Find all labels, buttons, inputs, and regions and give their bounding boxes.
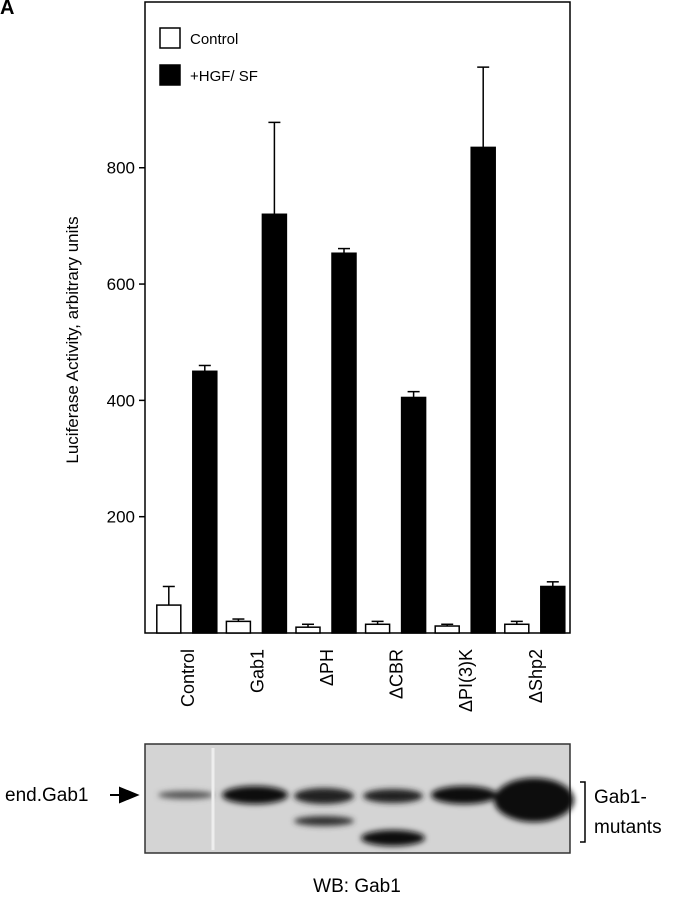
x-tick-label: Gab1 (247, 649, 267, 693)
bar (156, 604, 182, 634)
x-tick-label: ΔShp2 (526, 649, 546, 703)
bar (364, 623, 391, 634)
bar (470, 146, 496, 634)
bar (400, 396, 427, 634)
bar (295, 626, 321, 634)
bar (540, 585, 566, 634)
bar (331, 252, 357, 634)
panel-label: A (0, 0, 14, 19)
x-tick-label: ΔCBR (387, 649, 407, 699)
x-tick-label: Control (178, 649, 198, 707)
y-tick-label: 400 (107, 391, 135, 410)
y-tick-label: 200 (107, 508, 135, 527)
x-tick-label: ΔPH (317, 649, 337, 686)
plot-frame (144, 1, 571, 634)
legend-label: Control (190, 31, 238, 48)
y-axis-label: Luciferase Activity, arbitrary units (63, 216, 82, 463)
mutants-bracket (580, 781, 586, 843)
blot-caption: WB: Gab1 (313, 876, 401, 897)
bar (192, 370, 218, 634)
bar (261, 213, 288, 634)
legend-label: +HGF/ SF (190, 68, 258, 85)
blot-bands (158, 778, 574, 846)
x-tick-label: ΔPI(3)K (456, 649, 476, 712)
bar (434, 625, 460, 634)
bar (504, 623, 530, 634)
marker-arrow (110, 786, 140, 804)
bar (225, 620, 252, 634)
y-tick-label: 600 (107, 275, 135, 294)
legend-swatch (159, 27, 181, 49)
y-tick-label: 800 (107, 159, 135, 178)
western-blot (144, 743, 574, 854)
legend-swatch (159, 64, 181, 86)
mutants-label-2: mutants (594, 817, 662, 838)
mutants-label-1: Gab1- (594, 787, 647, 808)
blot-marker-label: end.Gab1 (5, 785, 88, 806)
